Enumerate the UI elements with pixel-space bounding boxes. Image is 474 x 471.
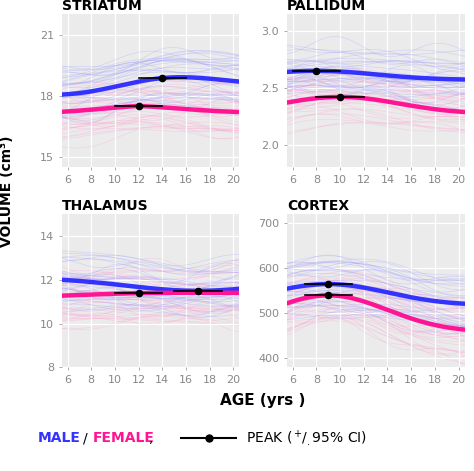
Text: STRIATUM: STRIATUM	[62, 0, 141, 13]
Text: THALAMUS: THALAMUS	[62, 199, 148, 213]
Text: CORTEX: CORTEX	[287, 199, 349, 213]
Text: PEAK ($^+\!/_.$95% CI): PEAK ($^+\!/_.$95% CI)	[246, 428, 368, 448]
Text: /: /	[83, 431, 88, 445]
Text: VOLUME (cm³): VOLUME (cm³)	[0, 135, 14, 246]
Text: ,: ,	[149, 431, 154, 445]
Text: MALE: MALE	[38, 431, 81, 445]
Text: PALLIDUM: PALLIDUM	[287, 0, 366, 13]
Text: FEMALE: FEMALE	[92, 431, 155, 445]
Text: AGE (yrs ): AGE (yrs )	[220, 393, 306, 408]
